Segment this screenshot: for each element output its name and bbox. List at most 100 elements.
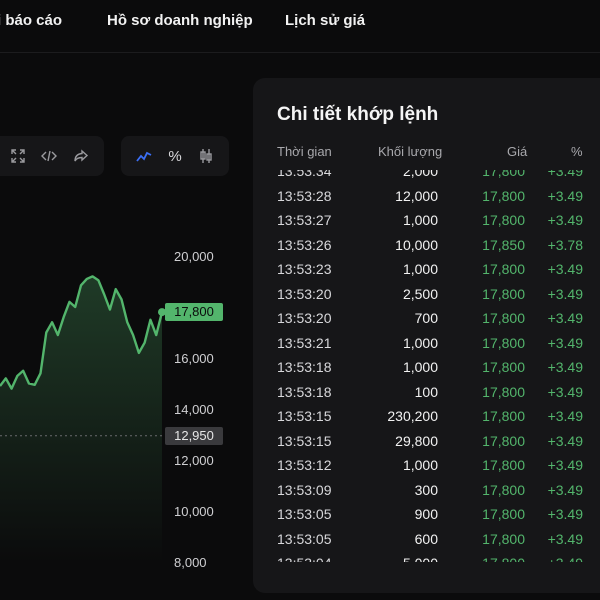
trade-time: 13:53:18 bbox=[277, 383, 332, 400]
line-chart-icon[interactable] bbox=[130, 136, 158, 176]
trade-time: 13:53:05 bbox=[277, 506, 332, 522]
trade-time: 13:53:05 bbox=[277, 530, 332, 547]
trade-time: 13:53:27 bbox=[277, 212, 332, 228]
trade-price: 17,800 bbox=[482, 530, 525, 547]
reference-price-tag: 12,950 bbox=[165, 427, 223, 445]
price-area-fill bbox=[0, 276, 162, 562]
trade-time: 13:53:34 bbox=[277, 170, 332, 179]
tab-reports[interactable]: i báo cáo bbox=[0, 12, 63, 29]
trade-price: 17,800 bbox=[482, 261, 525, 277]
y-tick-label: 20,000 bbox=[174, 249, 214, 264]
share-icon[interactable] bbox=[67, 136, 95, 176]
column-header-time: Thời gian bbox=[277, 144, 332, 159]
trade-price: 17,800 bbox=[482, 187, 525, 204]
trade-volume: 2,500 bbox=[402, 285, 438, 302]
trade-change-percent: +3.49 bbox=[547, 383, 583, 400]
chart-type-toolbar: % bbox=[121, 136, 229, 176]
trade-change-percent: +3.78 bbox=[547, 236, 583, 253]
trade-time: 13:53:18 bbox=[277, 359, 332, 375]
trade-time: 13:53:20 bbox=[277, 285, 332, 302]
trade-change-percent: +3.49 bbox=[547, 187, 583, 204]
trade-change-percent: +3.49 bbox=[547, 212, 583, 228]
trade-price: 17,800 bbox=[482, 310, 525, 326]
percent-icon[interactable]: % bbox=[168, 147, 182, 165]
trade-time: 13:53:28 bbox=[277, 187, 332, 204]
trade-volume: 1,000 bbox=[402, 457, 438, 473]
trade-change-percent: +3.49 bbox=[547, 506, 583, 522]
trade-volume: 1,000 bbox=[402, 334, 438, 351]
code-icon[interactable] bbox=[35, 136, 63, 176]
table-row: 13:53:34 2,000 17,800 +3.49 bbox=[253, 170, 600, 184]
trade-list-content: 13:53:34 2,000 17,800 +3.49 13:53:28 12,000 17… bbox=[253, 170, 600, 562]
chart-tools-toolbar bbox=[0, 136, 104, 176]
trade-change-percent: +3.49 bbox=[547, 432, 583, 449]
trade-price: 17,800 bbox=[482, 359, 525, 375]
trade-change-percent: +3.49 bbox=[547, 170, 583, 179]
trade-volume: 12,000 bbox=[395, 187, 438, 204]
trade-change-percent: +3.49 bbox=[547, 261, 583, 277]
table-row: 13:53:15 230,200 17,800 +3.49 bbox=[253, 404, 600, 429]
trade-price: 17,800 bbox=[482, 212, 525, 228]
trade-time: 13:53:12 bbox=[277, 457, 332, 473]
table-row: 13:53:28 12,000 17,800 +3.49 bbox=[253, 184, 600, 209]
candlestick-icon[interactable] bbox=[192, 136, 220, 176]
price-chart-canvas bbox=[0, 275, 166, 562]
y-tick-label: 10,000 bbox=[174, 504, 214, 519]
trade-change-percent: +3.49 bbox=[547, 457, 583, 473]
trade-price: 17,800 bbox=[482, 285, 525, 302]
last-price-tag: 17,800 bbox=[165, 303, 223, 321]
panel-title: Chi tiết khớp lệnh bbox=[277, 104, 439, 125]
trade-time: 13:53:23 bbox=[277, 261, 332, 277]
trade-price: 17,800 bbox=[482, 170, 525, 179]
trade-time: 13:53:09 bbox=[277, 481, 332, 498]
trade-volume: 100 bbox=[414, 383, 438, 400]
expand-icon[interactable] bbox=[4, 136, 32, 176]
trade-volume: 900 bbox=[414, 506, 438, 522]
trade-price: 17,800 bbox=[482, 383, 525, 400]
last-price-point bbox=[158, 308, 166, 317]
column-header-percent: % bbox=[571, 144, 583, 159]
table-row: 13:53:27 1,000 17,800 +3.49 bbox=[253, 208, 600, 233]
trade-change-percent: +3.49 bbox=[548, 555, 583, 562]
trade-change-percent: +3.49 bbox=[547, 530, 583, 547]
trade-price: 17,800 bbox=[482, 457, 525, 473]
trade-time: 13:53:21 bbox=[277, 334, 332, 351]
trade-volume: 1,000 bbox=[402, 212, 438, 228]
table-row: 13:53:09 300 17,800 +3.49 bbox=[253, 478, 600, 503]
trade-volume: 10,000 bbox=[395, 236, 438, 253]
table-row: 13:53:12 1,000 17,800 +3.49 bbox=[253, 453, 600, 478]
table-row: 13:53:18 100 17,800 +3.49 bbox=[253, 380, 600, 405]
trade-details-panel: Chi tiết khớp lệnh Thời gian Khối lượng … bbox=[253, 78, 600, 593]
table-row: 13:53:05 600 17,800 +3.49 bbox=[253, 527, 600, 552]
y-tick-label: 12,000 bbox=[174, 453, 214, 468]
table-row: 13:53:23 1,000 17,800 +3.49 bbox=[253, 257, 600, 282]
y-tick-label: 8,000 bbox=[174, 555, 207, 570]
top-navigation: i báo cáo Hồ sơ doanh nghiệp Lịch sử giá bbox=[0, 0, 600, 53]
tab-price-history[interactable]: Lịch sử giá bbox=[285, 12, 366, 29]
table-row: 13:53:15 29,800 17,800 +3.49 bbox=[253, 429, 600, 454]
trade-volume: 600 bbox=[414, 530, 438, 547]
y-tick-label: 14,000 bbox=[174, 402, 214, 417]
trade-volume: 230,200 bbox=[387, 408, 438, 424]
trade-price: 17,800 bbox=[482, 506, 525, 522]
column-header-volume: Khối lượng bbox=[378, 144, 443, 159]
y-tick-label: 16,000 bbox=[174, 351, 214, 366]
tab-company-profile[interactable]: Hồ sơ doanh nghiệp bbox=[107, 12, 253, 29]
price-series-line bbox=[0, 275, 164, 390]
trade-price: 17,800 bbox=[482, 481, 525, 498]
trade-time: 13:53:26 bbox=[277, 236, 332, 253]
trade-change-percent: +3.49 bbox=[547, 408, 583, 424]
table-row: 13:53:18 1,000 17,800 +3.49 bbox=[253, 355, 600, 380]
table-row: 13:53:26 10,000 17,850 +3.78 bbox=[253, 233, 600, 258]
trade-price: 17,800 bbox=[482, 408, 525, 424]
trade-volume: 1,000 bbox=[402, 261, 438, 277]
trade-change-percent: +3.49 bbox=[547, 359, 583, 375]
trade-volume: 300 bbox=[414, 481, 438, 498]
trade-time: 13:53:15 bbox=[277, 408, 332, 424]
trade-change-percent: +3.49 bbox=[547, 481, 583, 498]
trade-list[interactable]: 13:53:34 2,000 17,800 +3.49 13:53:28 12,000 17… bbox=[253, 170, 600, 562]
trade-change-percent: +3.49 bbox=[547, 285, 583, 302]
trade-volume: 1,000 bbox=[402, 359, 438, 375]
trade-volume: 29,800 bbox=[395, 432, 438, 449]
table-row: 13:53:05 900 17,800 +3.49 bbox=[253, 502, 600, 527]
